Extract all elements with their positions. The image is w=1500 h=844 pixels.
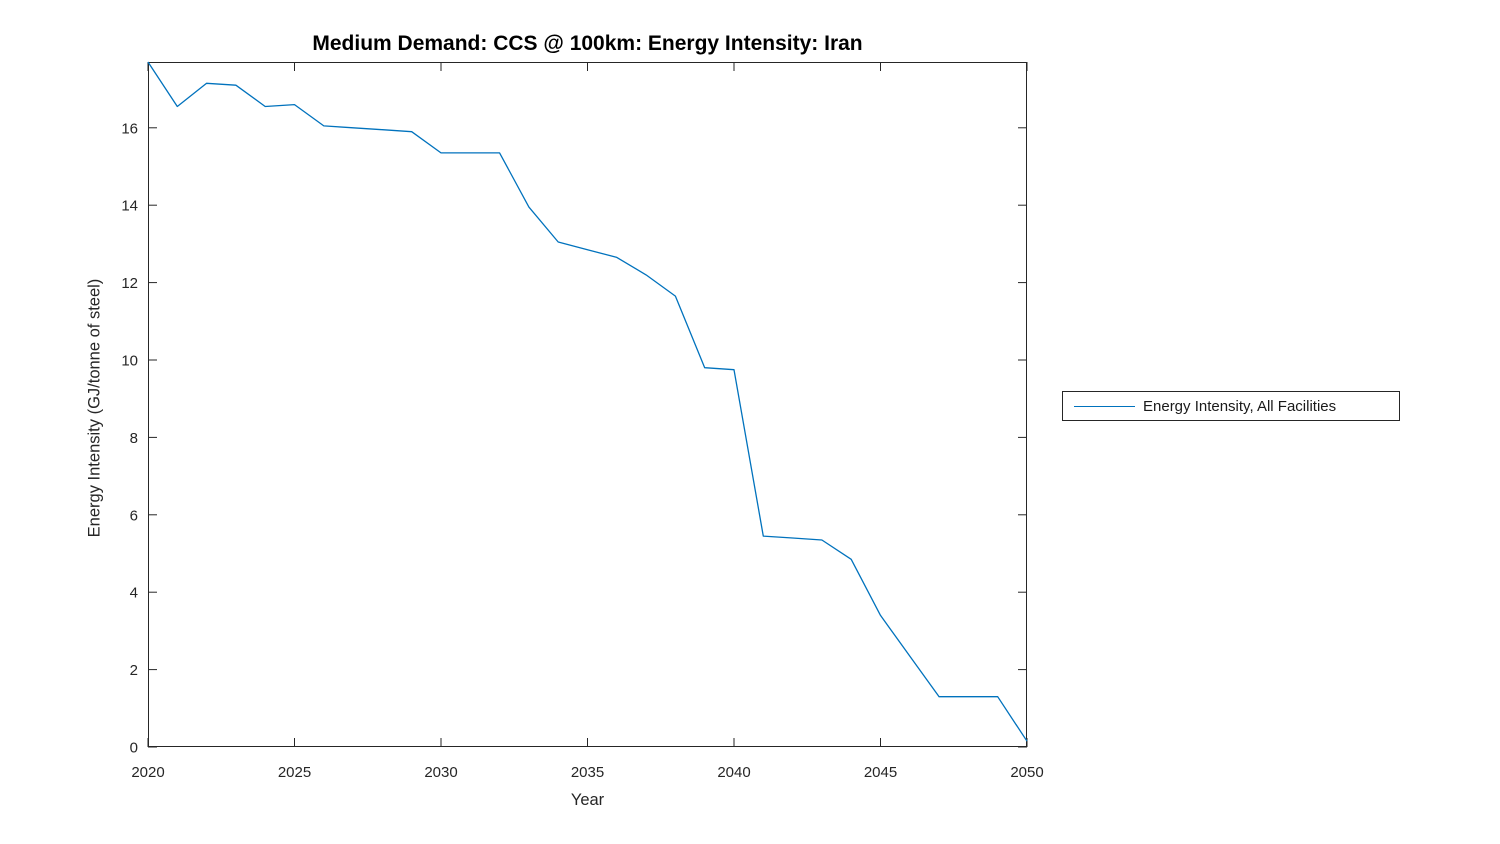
y-tick-label: 16 <box>121 120 138 137</box>
x-tick-label: 2045 <box>864 764 897 781</box>
series-line-energy-intensity <box>147 61 1028 742</box>
legend-line-sample <box>1074 405 1135 407</box>
chart-title: Medium Demand: CCS @ 100km: Energy Inten… <box>312 32 863 55</box>
x-tick-label: 2025 <box>278 764 311 781</box>
axes-box <box>148 62 1027 747</box>
y-tick-label: 6 <box>130 507 138 524</box>
y-tick-label: 4 <box>130 585 138 602</box>
legend-label: Energy Intensity, All Facilities <box>1143 397 1337 415</box>
x-tick-label: 2020 <box>131 764 164 781</box>
y-tick-label: 8 <box>130 430 138 447</box>
y-tick-label: 14 <box>121 198 138 215</box>
legend: Energy Intensity, All Facilities <box>1062 391 1400 421</box>
x-tick-label: 2030 <box>424 764 457 781</box>
x-axis-label: Year <box>570 791 605 809</box>
y-tick-label: 12 <box>121 275 138 292</box>
y-tick-label: 0 <box>130 740 138 757</box>
y-axis-label: Energy Intensity (GJ/tonne of steel) <box>85 278 104 538</box>
x-tick-label: 2035 <box>571 764 604 781</box>
y-tick-label: 10 <box>121 352 138 369</box>
y-tick-label: 2 <box>130 662 138 679</box>
x-tick-label: 2050 <box>1010 764 1043 781</box>
x-tick-label: 2040 <box>717 764 750 781</box>
